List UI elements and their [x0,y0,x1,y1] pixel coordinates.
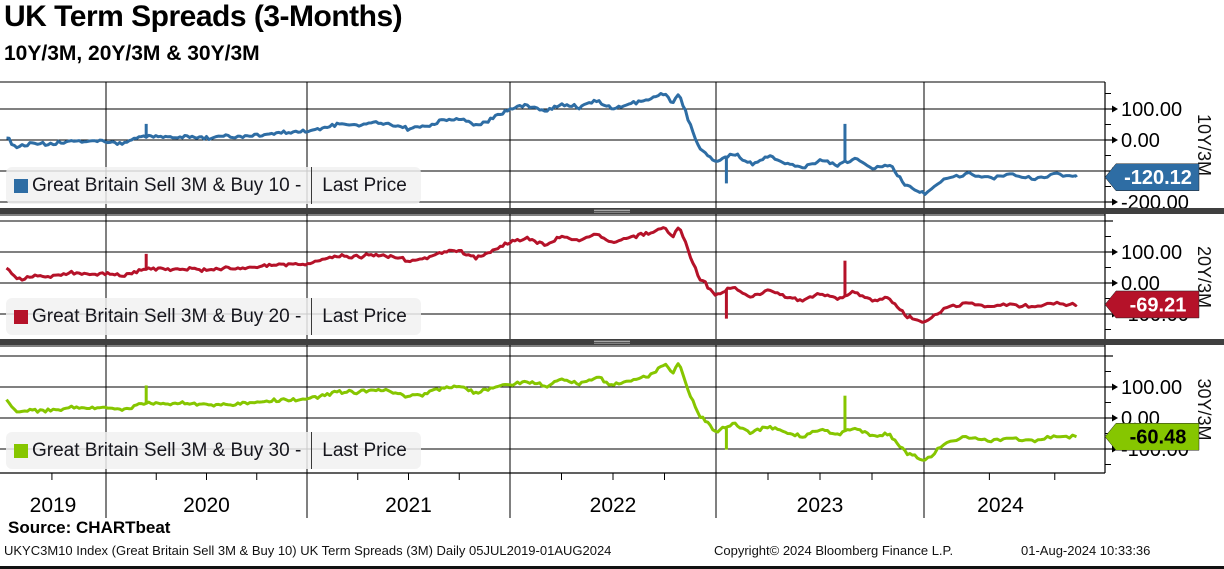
footer-security-info: UKYC3M10 Index (Great Britain Sell 3M & … [4,543,612,558]
divider-bar[interactable] [0,339,1224,345]
legend-price-label: Last Price [322,174,407,196]
y-axis-label: 100.00 [1121,377,1182,399]
last-price-value: -120.12 [1124,167,1192,189]
price-line-30y3m[interactable] [5,362,1078,462]
tick-arrow-icon [1112,198,1118,206]
x-axis-year-label: 2020 [183,494,230,517]
divider-bar[interactable] [0,208,1224,214]
y-axis-label: 0.00 [1121,130,1160,152]
panel-divider[interactable] [0,339,1224,345]
legend-10y3m[interactable]: Great Britain Sell 3M & Buy 10 - Last Pr… [6,167,421,204]
x-axis-year-label: 2022 [590,494,637,517]
price-tag-shape[interactable] [1104,290,1200,319]
panel-divider[interactable] [0,208,1224,214]
x-axis-year-label: 2019 [30,494,77,517]
price-line-10y3m[interactable] [6,92,1078,196]
legend-marker-30y3m [14,443,28,458]
legend-series-box[interactable]: Great Britain Sell 3M & Buy 30 - [6,432,313,469]
legend-price-label: Last Price [322,305,407,327]
tick-arrow-icon [1112,383,1118,391]
last-price-tag-20y3m[interactable]: -69.21 [1104,290,1200,319]
legend-marker-20y3m [14,309,28,324]
last-price-value: -69.21 [1130,294,1187,316]
x-axis-year-label: 2023 [797,494,844,517]
page-title: UK Term Spreads (3-Months) [4,0,403,33]
legend-series-label: Great Britain Sell 3M & Buy 30 - [32,439,302,461]
footer-copyright: Copyright© 2024 Bloomberg Finance L.P. [714,543,954,558]
y-axis-label: 0.00 [1121,273,1160,295]
last-price-tag-10y3m[interactable]: -120.12 [1104,163,1200,191]
last-price-tag-30y3m[interactable]: -60.48 [1104,422,1200,451]
source-line: Source: CHARTbeat [8,518,171,537]
legend-marker-10y3m [14,178,28,193]
tick-arrow-icon [1112,279,1118,287]
last-price-value: -60.48 [1130,427,1187,449]
legend-series-box[interactable]: Great Britain Sell 3M & Buy 20 - [6,298,313,335]
legend-price-box[interactable]: Last Price [312,167,421,204]
price-tag-shape[interactable] [1104,422,1200,451]
price-tag-shape[interactable] [1104,163,1200,191]
legend-series-label: Great Britain Sell 3M & Buy 10 - [32,174,302,196]
legend-20y3m[interactable]: Great Britain Sell 3M & Buy 20 - Last Pr… [6,298,421,335]
legend-price-box[interactable]: Last Price [312,432,421,469]
price-line-20y3m[interactable] [5,226,1078,324]
x-axis-year-label: 2024 [977,494,1024,517]
legend-series-label: Great Britain Sell 3M & Buy 20 - [32,305,302,327]
legend-30y3m[interactable]: Great Britain Sell 3M & Buy 30 - Last Pr… [6,432,421,469]
tick-arrow-icon [1112,414,1118,422]
legend-series-box[interactable]: Great Britain Sell 3M & Buy 10 - [6,167,313,204]
y-axis-label: 100.00 [1121,99,1182,121]
footer-timestamp: 01-Aug-2024 10:33:36 [1021,543,1151,558]
tick-arrow-icon [1112,105,1118,113]
legend-price-box[interactable]: Last Price [312,298,421,335]
tick-arrow-icon [1112,248,1118,256]
panel-axis-title-10y3m: 10Y/3M [1194,114,1214,176]
page-subtitle: 10Y/3M, 20Y/3M & 30Y/3M [4,42,260,65]
legend-price-label: Last Price [322,439,407,461]
y-axis-label: 100.00 [1121,242,1182,264]
x-axis-year-label: 2021 [385,494,432,517]
tick-arrow-icon [1112,136,1118,144]
